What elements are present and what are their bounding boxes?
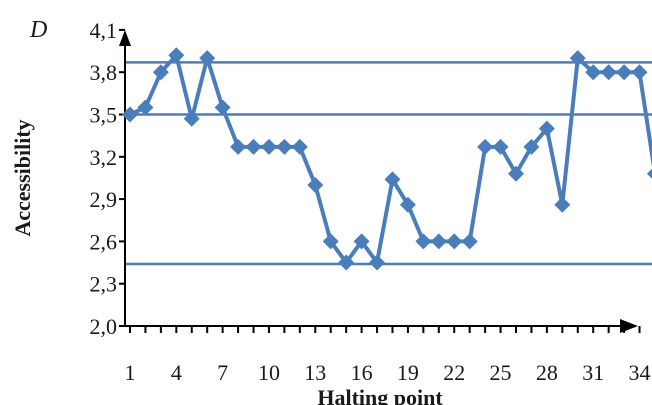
x-axis-ticks: 1 4 7 10 13 16 19 22 25 28 31 34 — [125, 326, 651, 385]
corner-label: D — [29, 17, 47, 43]
data-point — [168, 47, 185, 64]
data-point — [152, 64, 169, 81]
data-point — [338, 254, 355, 271]
data-point — [554, 196, 571, 213]
x-tick-label: 31 — [582, 360, 604, 385]
y-tick-label: 2,6 — [90, 229, 118, 254]
data-point — [260, 138, 277, 155]
x-tick-label: 16 — [351, 360, 373, 385]
data-point — [214, 99, 231, 116]
y-axis-title: Accessibility — [10, 119, 35, 236]
data-point — [276, 138, 293, 155]
x-tick-label: 1 — [125, 360, 136, 385]
x-tick-label: 22 — [443, 360, 465, 385]
data-point — [122, 106, 138, 123]
data-point — [631, 64, 648, 81]
reference-lines — [125, 61, 652, 266]
series-line — [129, 53, 652, 265]
data-point — [415, 233, 432, 250]
x-tick-label: 19 — [397, 360, 419, 385]
x-tick-label: 7 — [217, 360, 228, 385]
data-point — [523, 138, 540, 155]
data-point — [508, 165, 524, 182]
data-point — [307, 177, 324, 193]
x-tick-label: 34 — [629, 360, 651, 385]
y-tick-label: 4,1 — [90, 18, 118, 43]
data-point — [230, 138, 247, 155]
x-tick-label: 4 — [171, 360, 182, 385]
data-point — [585, 64, 602, 81]
data-point — [477, 138, 494, 155]
y-tick-label: 2,0 — [90, 314, 118, 339]
data-point — [353, 233, 370, 250]
y-axis-ticks: 2,0 2,3 2,6 2,9 3,2 3,5 3,8 4,1 — [90, 18, 125, 339]
data-point — [430, 233, 447, 250]
data-point — [384, 171, 401, 188]
data-point — [646, 168, 652, 179]
x-tick-label: 13 — [304, 360, 326, 385]
data-point — [183, 110, 200, 127]
axes — [119, 30, 638, 333]
data-point — [399, 196, 416, 213]
data-point — [446, 233, 463, 250]
data-series — [122, 47, 652, 271]
y-axis-arrow — [119, 30, 131, 46]
data-point — [569, 50, 586, 67]
y-tick-label: 2,9 — [90, 187, 118, 212]
data-point — [492, 138, 509, 155]
x-axis-title: Halting point — [317, 385, 443, 405]
data-point — [322, 233, 339, 250]
y-tick-label: 3,5 — [90, 103, 118, 128]
x-tick-label: 28 — [536, 360, 558, 385]
x-tick-label: 25 — [490, 360, 512, 385]
y-tick-label: 3,8 — [90, 60, 118, 85]
data-point — [616, 64, 633, 81]
x-tick-label: 10 — [258, 360, 280, 385]
data-point — [369, 254, 386, 271]
data-point — [538, 120, 555, 137]
y-tick-label: 2,3 — [90, 272, 118, 297]
x-axis-arrow — [620, 319, 638, 333]
data-point — [291, 138, 308, 155]
y-tick-label: 3,2 — [90, 145, 118, 170]
data-point — [600, 64, 617, 81]
data-point — [137, 99, 154, 116]
data-point — [245, 138, 262, 155]
data-point — [199, 50, 216, 67]
data-point — [461, 233, 478, 250]
